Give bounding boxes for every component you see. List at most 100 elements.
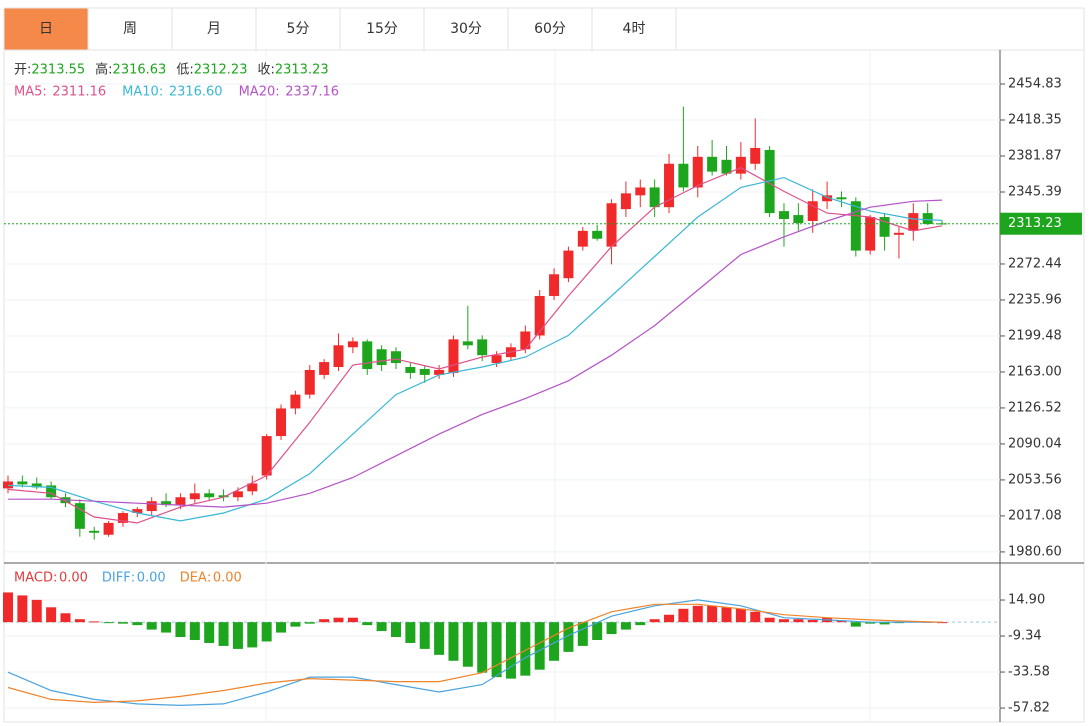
macd-bar bbox=[405, 622, 416, 643]
macd-bar bbox=[189, 622, 200, 640]
macd-legend-value: 0.00 bbox=[59, 571, 88, 586]
candle-body bbox=[175, 497, 186, 506]
tab-label[interactable]: 日 bbox=[39, 21, 53, 37]
y-tick-label: 2235.96 bbox=[1008, 292, 1062, 307]
macd-bar bbox=[836, 620, 847, 623]
macd-bar bbox=[46, 607, 57, 623]
info-value: 2313.55 bbox=[31, 63, 85, 78]
macd-bar bbox=[879, 622, 890, 625]
candle-body bbox=[333, 345, 344, 368]
macd-bar bbox=[347, 617, 358, 623]
legend-sep: : bbox=[159, 85, 163, 100]
tab-label[interactable]: 15分 bbox=[366, 21, 398, 37]
diff-line bbox=[7, 599, 942, 707]
price-label: 2313.23 bbox=[1008, 216, 1062, 231]
candle-body bbox=[908, 213, 919, 231]
ma-line bbox=[7, 176, 943, 522]
candle-body bbox=[347, 341, 358, 348]
y-tick-label: 2053.56 bbox=[1008, 472, 1062, 487]
macd-bar bbox=[592, 622, 603, 640]
candle-body bbox=[477, 339, 488, 356]
y-tick-label: 14.90 bbox=[1008, 593, 1045, 608]
candle-body bbox=[161, 501, 172, 506]
macd-bar bbox=[505, 622, 516, 679]
candle-body bbox=[304, 369, 315, 395]
macd-bar bbox=[17, 595, 28, 623]
tab-label[interactable]: 月 bbox=[207, 21, 221, 37]
candle-body bbox=[778, 211, 789, 220]
candle-body bbox=[721, 159, 732, 174]
tab-label[interactable]: 60分 bbox=[534, 21, 566, 37]
y-tick-label: 2454.83 bbox=[1008, 77, 1062, 92]
candle-body bbox=[448, 339, 459, 373]
macd-bar bbox=[764, 617, 775, 623]
macd-bar bbox=[319, 619, 330, 623]
y-tick-label: -33.58 bbox=[1008, 665, 1050, 680]
macd-bar bbox=[89, 621, 100, 623]
macd-bar bbox=[477, 622, 488, 673]
candle-body bbox=[189, 493, 200, 500]
info-label: 低: bbox=[176, 63, 193, 78]
macd-bar bbox=[750, 611, 761, 623]
macd-bar bbox=[103, 622, 114, 624]
candle-body bbox=[549, 274, 560, 296]
tab[interactable] bbox=[255, 7, 341, 51]
candle-body bbox=[764, 149, 775, 214]
macd-bar bbox=[232, 622, 243, 649]
ma-line bbox=[7, 167, 943, 524]
macd-bar bbox=[620, 622, 631, 630]
info-value: 2312.23 bbox=[194, 63, 248, 78]
info-label: 高: bbox=[95, 62, 112, 78]
tab[interactable] bbox=[3, 7, 89, 51]
macd-bar bbox=[175, 622, 186, 638]
candle-body bbox=[74, 503, 85, 529]
legend-name: MA5 bbox=[14, 85, 42, 100]
macd-bar bbox=[491, 622, 502, 678]
macd-bar bbox=[276, 622, 287, 633]
candle-body bbox=[735, 156, 746, 174]
tab[interactable] bbox=[507, 7, 593, 51]
y-tick-label: -57.82 bbox=[1008, 701, 1050, 716]
macd-bar bbox=[692, 605, 703, 623]
y-tick-label: 2272.44 bbox=[1008, 256, 1062, 271]
tab[interactable] bbox=[591, 7, 677, 51]
macd-bar bbox=[218, 622, 229, 646]
tab-label[interactable]: 5分 bbox=[287, 21, 310, 37]
macd-bar bbox=[778, 619, 789, 623]
y-tick-label: 2345.39 bbox=[1008, 184, 1062, 199]
macd-bar bbox=[60, 613, 71, 623]
macd-bar bbox=[117, 622, 128, 624]
candle-body bbox=[678, 163, 689, 188]
macd-bar bbox=[563, 622, 574, 652]
candle-body bbox=[692, 156, 703, 188]
tab-label[interactable]: 30分 bbox=[450, 21, 482, 37]
macd-bar bbox=[606, 622, 617, 635]
candle-body bbox=[362, 341, 373, 369]
tab[interactable] bbox=[423, 7, 509, 51]
macd-bar bbox=[577, 622, 588, 646]
candle-body bbox=[865, 217, 876, 251]
ma-line bbox=[8, 199, 943, 508]
tab-label[interactable]: 周 bbox=[123, 21, 137, 37]
candle-body bbox=[232, 491, 243, 498]
macd-bar bbox=[31, 599, 42, 623]
y-tick-label: 2017.08 bbox=[1008, 508, 1062, 523]
candle-body bbox=[620, 193, 631, 210]
macd-bar bbox=[635, 622, 646, 626]
macd-bar bbox=[419, 622, 430, 649]
candle-body bbox=[635, 187, 646, 196]
candle-body bbox=[31, 483, 42, 488]
macd-legend-name: MACD bbox=[14, 571, 53, 586]
candle-body bbox=[261, 436, 272, 476]
y-tick-label: 2199.48 bbox=[1008, 328, 1062, 343]
candle-body bbox=[276, 408, 287, 437]
y-tick-label: 2381.87 bbox=[1008, 148, 1062, 163]
candle-body bbox=[592, 230, 603, 239]
macd-legend-value: 0.00 bbox=[137, 571, 166, 586]
tab[interactable] bbox=[339, 7, 425, 51]
candle-body bbox=[879, 217, 890, 237]
info-value: 2313.23 bbox=[275, 63, 329, 78]
candle-body bbox=[793, 215, 804, 223]
tab-label[interactable]: 4时 bbox=[623, 21, 646, 37]
dea-line bbox=[7, 603, 943, 704]
